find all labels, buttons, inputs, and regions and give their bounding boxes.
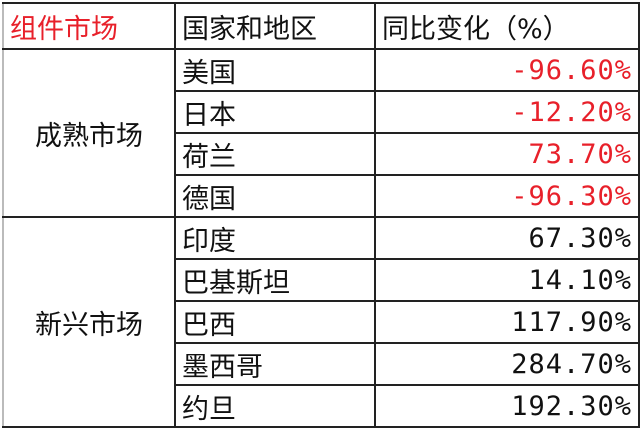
change-cell: 67.30% [374,216,640,260]
change-cell: -96.60% [374,48,640,92]
change-cell: -12.20% [374,90,640,134]
header-cell: 组件市场 [2,2,176,50]
change-cell: 73.70% [374,132,640,176]
table-row: 墨西哥 284.70% [3,342,640,386]
table-row: 德国 -96.30% [3,174,640,218]
header-cell: 同比变化（%） [374,2,640,50]
table-row: 日本 -12.20% [3,90,640,134]
table-row: 成熟市场 美国 -96.60% [2,48,640,218]
table-row: 荷兰 73.70% [3,132,640,176]
region-cell: 约旦 [174,384,376,428]
region-cell: 日本 [174,90,376,134]
change-cell: 117.90% [374,300,640,344]
table-row: 约旦 192.30% [3,384,640,428]
region-cell: 荷兰 [174,132,376,176]
market-group: 成熟市场 [2,48,176,218]
change-cell: 284.70% [374,342,640,386]
change-cell: -96.30% [374,174,640,218]
change-cell: 192.30% [374,384,640,428]
header-cell: 国家和地区 [174,2,376,50]
region-cell: 美国 [174,48,376,92]
region-cell: 墨西哥 [174,342,376,386]
region-cell: 巴西 [174,300,376,344]
table-row: 巴基斯坦 14.10% [3,258,640,302]
market-group: 新兴市场 [2,216,176,428]
table-row: 新兴市场 印度 67.30% [2,216,640,428]
region-cell: 德国 [174,174,376,218]
table-row: 巴西 117.90% [3,300,640,344]
region-cell: 印度 [174,216,376,260]
header-row: 组件市场 国家和地区 同比变化（%） [2,2,640,50]
region-cell: 巴基斯坦 [174,258,376,302]
change-cell: 14.10% [374,258,640,302]
